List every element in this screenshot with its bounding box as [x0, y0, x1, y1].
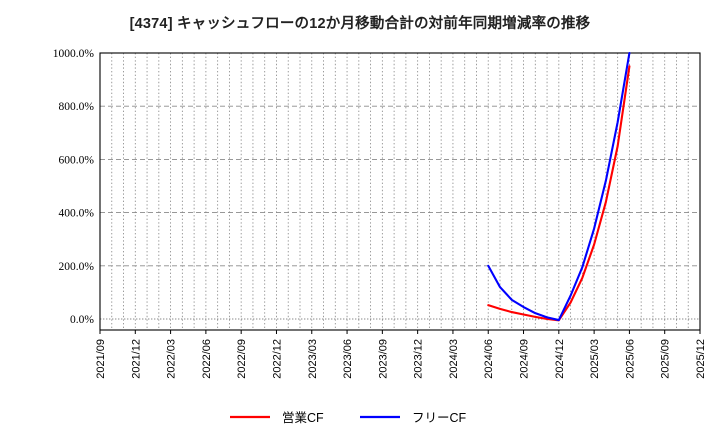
y-axis-tick-label: 0.0%	[70, 314, 94, 326]
x-axis-tick-label: 2023/09	[377, 339, 389, 379]
x-axis-tick-label: 2021/12	[130, 339, 142, 379]
horizontal-gridlines	[100, 105, 700, 320]
x-axis-tick-label: 2025/06	[624, 339, 636, 379]
x-axis-tick-label: 2025/12	[695, 339, 707, 379]
x-axis-tick-label: 2024/12	[554, 339, 566, 379]
y-axis-tick-label: 800.0%	[59, 101, 95, 113]
x-axis-tick-label: 2022/12	[271, 339, 283, 379]
y-axis-tick-label: 600.0%	[59, 154, 95, 166]
x-axis-tick-label: 2024/06	[483, 339, 495, 379]
y-axis-tick-labels: 0.0% 200.0% 400.0% 600.0% 800.0% 1000.0%	[53, 48, 95, 326]
x-axis-tick-label: 2021/09	[95, 339, 107, 379]
x-axis-tick-label: 2022/03	[166, 339, 178, 379]
vertical-gridlines	[111, 53, 689, 330]
plot-background	[100, 53, 700, 330]
x-axis-tick-label: 2024/09	[519, 339, 531, 379]
x-axis-tick-labels: 2021/09 2021/12 2022/03 2022/06 2022/09 2022/…	[95, 330, 707, 379]
x-axis-tick-label: 2025/03	[589, 339, 601, 379]
y-axis-tick-label: 200.0%	[59, 261, 95, 273]
data-series-layer	[487, 51, 631, 322]
x-axis-tick-label: 2023/06	[342, 339, 354, 379]
legend-label: フリーCF	[412, 411, 467, 425]
x-axis-tick-label: 2022/06	[201, 339, 213, 379]
y-axis-tick-label: 1000.0%	[53, 48, 95, 60]
x-axis-tick-label: 2024/03	[448, 339, 460, 379]
y-axis-tick-label: 400.0%	[59, 208, 95, 220]
plot-border	[99, 52, 701, 331]
chart-legend: 営業CF フリーCF	[230, 410, 467, 425]
series-line	[487, 51, 631, 322]
x-axis-tick-label: 2023/12	[413, 339, 425, 379]
x-axis-tick-label: 2022/09	[236, 339, 248, 379]
x-axis-tick-label: 2025/09	[660, 339, 672, 379]
chart-title: [4374] キャッシュフローの12か月移動合計の対前年同期増減率の推移	[129, 16, 591, 32]
legend-label: 営業CF	[282, 410, 324, 425]
x-axis-tick-label: 2023/03	[307, 339, 319, 379]
